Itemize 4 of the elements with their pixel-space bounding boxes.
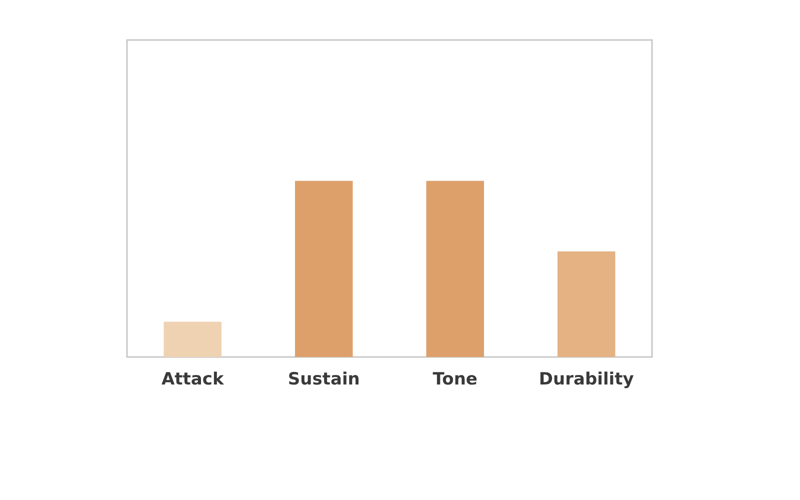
x-tick-label: Tone	[432, 370, 478, 390]
x-tick-label: Attack	[161, 370, 224, 390]
x-tick-label: Sustain	[288, 370, 360, 390]
x-tick-label: Durability	[538, 370, 634, 390]
